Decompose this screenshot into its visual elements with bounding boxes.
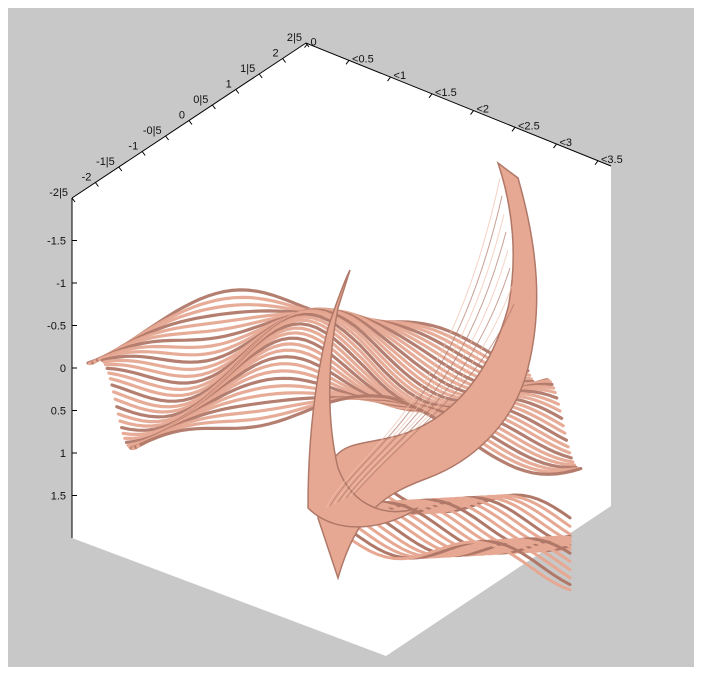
tick-label: -1|5 xyxy=(96,156,115,168)
surface-shading-streak xyxy=(333,213,505,505)
tick-mark xyxy=(345,60,350,65)
tick-mark xyxy=(470,110,474,115)
tick-label: 1|5 xyxy=(240,63,255,75)
surface-shading-streak xyxy=(353,303,515,495)
surface-shading-streak xyxy=(325,177,501,509)
tick-mark xyxy=(71,197,76,203)
tick-mark xyxy=(553,143,557,149)
tick-label: <3.5 xyxy=(601,154,623,166)
tick-mark xyxy=(305,42,310,48)
surface-strand-front xyxy=(336,513,572,580)
surface-strand-front xyxy=(336,508,572,572)
surface-shading-streak xyxy=(349,285,513,497)
tick-mark xyxy=(211,104,216,110)
tick-label: <3 xyxy=(560,137,573,149)
tick-mark xyxy=(304,43,308,48)
tick-mark xyxy=(594,160,599,166)
tick-label: 0|5 xyxy=(193,94,208,106)
tick-label: -2|5 xyxy=(49,187,68,199)
tick-label: 0.5 xyxy=(51,406,66,418)
surface-shading-streak xyxy=(337,231,507,503)
tick-mark xyxy=(511,126,516,132)
tick-label: 2|5 xyxy=(287,32,302,44)
tick-label: 1 xyxy=(226,79,232,91)
tick-label: -0.5 xyxy=(47,321,66,333)
tick-mark xyxy=(387,76,391,82)
tick-label: -2 xyxy=(82,172,92,184)
tick-label: 0 xyxy=(179,110,185,122)
tick-mark xyxy=(165,135,170,141)
tick-label: 1.5 xyxy=(51,491,66,503)
surface-strand-front xyxy=(336,528,572,592)
tick-label: <1 xyxy=(394,70,407,82)
surface-blade-small xyxy=(307,269,419,528)
tick-label: -1 xyxy=(56,278,66,290)
tick-label: <2 xyxy=(477,104,490,116)
tick-mark xyxy=(428,93,433,99)
tick-label: 2 xyxy=(272,48,278,60)
tick-label: <2.5 xyxy=(518,120,540,132)
tick-label: -1.5 xyxy=(47,236,66,248)
surface-shading-streak xyxy=(329,195,503,507)
surface-shading-streak xyxy=(341,249,509,501)
tick-mark xyxy=(95,182,99,187)
tick-label: 1 xyxy=(60,448,66,460)
surface-strand xyxy=(139,394,583,476)
tick-label: 0 xyxy=(311,37,317,49)
plot-3d-surface: -2|5 -2 -1|5 -1 -0|5 0 0|5 1 1|5 2 2|5 0 <0.5 <1 <1.5 <… xyxy=(47,32,623,656)
tick-label: <0.5 xyxy=(352,53,374,65)
tick-mark xyxy=(118,166,123,172)
surface-shading-streak xyxy=(345,267,511,499)
tick-mark xyxy=(282,58,287,63)
tick-mark xyxy=(235,89,240,94)
tick-label: <1.5 xyxy=(435,87,457,99)
figure-window: -2|5 -2 -1|5 -1 -0|5 0 0|5 1 1|5 2 2|5 0 <0.5 <1 <1.5 <… xyxy=(8,8,694,667)
tick-label: -1 xyxy=(128,141,138,153)
tick-label: 0 xyxy=(60,363,66,375)
surface-strand-front xyxy=(336,520,572,587)
tick-mark xyxy=(141,151,146,156)
tick-mark xyxy=(188,120,193,125)
tick-label: -0|5 xyxy=(143,125,162,137)
tick-mark xyxy=(258,73,263,79)
